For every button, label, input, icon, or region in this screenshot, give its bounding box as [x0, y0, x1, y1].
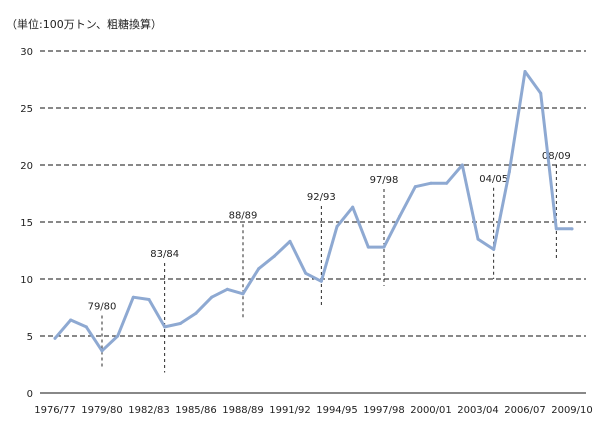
series-layer — [53, 70, 574, 353]
annotation-label: 88/89 — [229, 210, 258, 221]
data-point — [460, 163, 464, 167]
x-tick-label: 1976/77 — [34, 405, 76, 416]
data-point — [492, 247, 496, 251]
data-point — [476, 237, 480, 241]
data-point — [382, 245, 386, 249]
data-point — [429, 181, 433, 185]
data-point — [570, 227, 574, 231]
data-point — [116, 334, 120, 338]
data-point — [84, 325, 88, 329]
data-point — [210, 295, 214, 299]
data-point — [539, 91, 543, 95]
data-point — [304, 271, 308, 275]
data-point — [147, 298, 151, 302]
data-point — [100, 349, 104, 353]
data-point — [69, 318, 73, 322]
data-point — [398, 214, 402, 218]
y-tick-label: 20 — [20, 161, 33, 172]
data-point — [131, 295, 135, 299]
data-point — [335, 225, 339, 229]
data-point — [554, 227, 558, 231]
y-tick-label: 5 — [27, 332, 33, 343]
x-tick-label: 2003/04 — [457, 405, 499, 416]
data-point — [319, 279, 323, 283]
data-point — [445, 181, 449, 185]
annotation-label: 83/84 — [150, 249, 179, 260]
x-tick-label: 1991/92 — [269, 405, 311, 416]
annotation-label: 92/93 — [307, 192, 336, 203]
y-tick-label: 15 — [20, 218, 33, 229]
unit-label: （単位:100万トン、粗糖換算） — [6, 17, 162, 31]
y-axis-ticks: 0 5 10 15 20 25 30 — [20, 47, 33, 400]
annotation-label: 79/80 — [88, 301, 117, 312]
x-tick-label: 1994/95 — [316, 405, 358, 416]
data-point — [272, 254, 276, 258]
x-tick-label: 2009/10 — [551, 405, 593, 416]
data-point — [351, 205, 355, 209]
y-tick-label: 0 — [27, 389, 33, 400]
data-point — [241, 292, 245, 296]
x-axis-ticks: 1976/77 1979/80 1982/83 1985/86 1988/89 1991/… — [34, 405, 593, 416]
annotation-layer: 79/80 83/84 88/89 92/93 97/98 04/05 08/09 — [88, 151, 571, 373]
y-tick-label: 30 — [20, 47, 33, 58]
data-point — [288, 239, 292, 243]
x-tick-label: 1979/80 — [81, 405, 123, 416]
series-line — [53, 70, 574, 353]
x-tick-label: 1988/89 — [222, 405, 264, 416]
data-point — [194, 311, 198, 315]
data-point — [366, 245, 370, 249]
annotation-label: 08/09 — [542, 151, 571, 162]
x-tick-label: 1985/86 — [175, 405, 217, 416]
x-tick-label: 1997/98 — [363, 405, 405, 416]
grid-lines — [40, 50, 586, 394]
x-tick-label: 2006/07 — [504, 405, 546, 416]
data-point — [178, 321, 182, 325]
x-tick-label: 2000/01 — [410, 405, 452, 416]
data-point — [257, 267, 261, 271]
data-point — [413, 185, 417, 189]
y-tick-label: 10 — [20, 275, 33, 286]
y-tick-label: 25 — [20, 104, 33, 115]
data-point — [163, 325, 167, 329]
annotation-label: 97/98 — [370, 175, 399, 186]
data-point — [225, 287, 229, 291]
data-point — [523, 70, 527, 74]
x-tick-label: 1982/83 — [128, 405, 170, 416]
data-point — [507, 170, 511, 174]
data-point — [53, 336, 57, 340]
annotation-label: 04/05 — [479, 174, 508, 185]
